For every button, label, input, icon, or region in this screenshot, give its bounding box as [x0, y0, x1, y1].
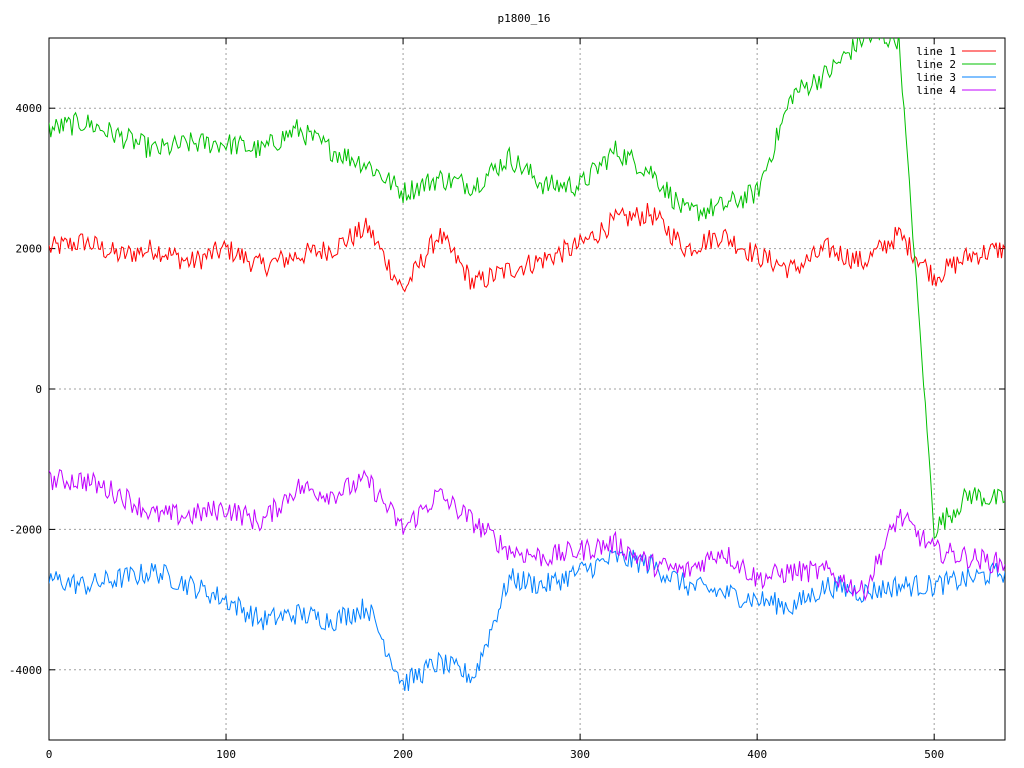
series-line-4: [49, 469, 1005, 602]
x-tick-label: 0: [46, 748, 53, 761]
series-lines: [49, 38, 1005, 691]
series-line-2: [49, 38, 1005, 540]
series-line-1: [49, 203, 1005, 293]
x-tick-label: 400: [747, 748, 767, 761]
legend-label: line 4: [916, 84, 956, 97]
series-line-3: [49, 549, 1005, 691]
x-tick-label: 300: [570, 748, 590, 761]
chart-title: p1800_16: [498, 12, 551, 25]
grid-lines: [49, 38, 1005, 740]
x-tick-label: 500: [924, 748, 944, 761]
y-tick-label: -2000: [9, 523, 42, 536]
axis-ticks: 0 100 200 300 400 500 -4000 -2000 0 2000 4000: [9, 38, 1005, 761]
x-tick-label: 200: [393, 748, 413, 761]
legend-label: line 1: [916, 45, 956, 58]
x-tick-label: 100: [216, 748, 236, 761]
y-tick-label: -4000: [9, 664, 42, 677]
legend-label: line 3: [916, 71, 956, 84]
y-tick-label: 2000: [16, 243, 43, 256]
y-tick-label: 0: [35, 383, 42, 396]
legend-label: line 2: [916, 58, 956, 71]
y-tick-label: 4000: [16, 102, 43, 115]
